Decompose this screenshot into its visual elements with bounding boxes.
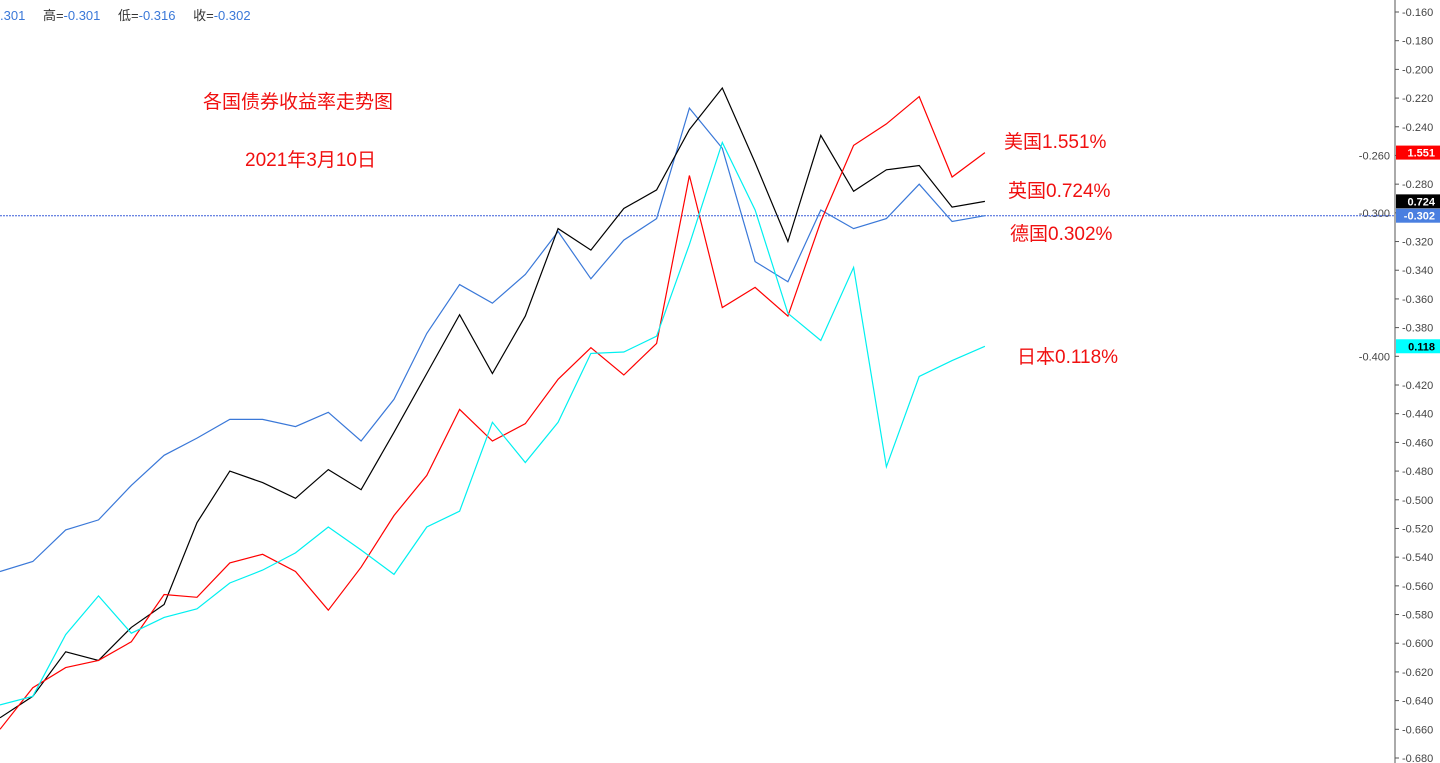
series-label-us: 美国1.551%	[1004, 132, 1107, 153]
price-tag-label-3: 0.118	[1408, 341, 1435, 353]
y-tick-label: -0.240	[1402, 122, 1433, 134]
y-tick-label: -0.520	[1402, 523, 1433, 535]
y-tick-label: -0.320	[1402, 237, 1433, 249]
low-label: 低=	[118, 8, 139, 23]
y-tick-label: -0.620	[1402, 667, 1433, 679]
y-tick-label: -0.600	[1402, 638, 1433, 650]
price-tag-2	[1396, 145, 1440, 160]
y-tick-label: -0.220	[1402, 93, 1433, 105]
y-tick-label: -0.260	[1359, 150, 1390, 162]
y-tick-label: -0.460	[1402, 437, 1433, 449]
y-tick-label: -0.380	[1402, 323, 1433, 335]
series-label-de: 德国0.302%	[1010, 224, 1113, 245]
y-tick-label: -0.180	[1402, 36, 1433, 48]
y-tick-label: -0.340	[1402, 265, 1433, 277]
series-label-uk: 英国0.724%	[1008, 181, 1111, 202]
series-line-2	[0, 95, 986, 730]
close-label: 收=	[193, 8, 214, 23]
series-line-3	[0, 140, 986, 706]
y-tick-label: -0.560	[1402, 581, 1433, 593]
open-value: .301	[0, 8, 26, 23]
y-tick-label: -0.640	[1402, 696, 1433, 708]
y-tick-label: -0.580	[1402, 610, 1433, 622]
y-tick-label: -0.680	[1402, 753, 1433, 763]
chart-subtitle: 2021年3月10日	[245, 150, 376, 171]
price-tag-3	[1396, 339, 1440, 354]
y-tick-label: -0.480	[1402, 466, 1433, 478]
y-tick-label: -0.160	[1402, 7, 1433, 19]
price-tag-label-0: -0.302	[1404, 211, 1435, 223]
ohlc-header: .301 高=-0.301 低=-0.316 收=-0.302	[0, 5, 265, 24]
high-label: 高=	[42, 8, 64, 23]
y-tick-label: -0.500	[1402, 495, 1433, 507]
price-tag-1	[1396, 194, 1440, 209]
y-tick-label: -0.400	[1359, 351, 1390, 363]
close-value: -0.302	[213, 8, 251, 23]
y-tick-label: -0.420	[1402, 380, 1433, 392]
y-tick-label: -0.280	[1402, 179, 1433, 191]
y-tick-label: -0.200	[1402, 64, 1433, 76]
y-tick-label: -0.540	[1402, 552, 1433, 564]
high-value: -0.301	[63, 8, 101, 23]
chart-title: 各国债券收益率走势图	[203, 92, 394, 113]
price-tag-label-2: 1.551	[1407, 148, 1435, 160]
y-tick-label: -0.440	[1402, 409, 1433, 421]
y-tick-label: -0.300	[1359, 208, 1390, 220]
series-line-0	[0, 106, 986, 573]
low-value: -0.316	[138, 8, 176, 23]
series-label-jp: 日本0.118%	[1017, 347, 1119, 368]
y-tick-label: -0.360	[1402, 294, 1433, 306]
price-tag-label-1: 0.724	[1407, 196, 1435, 208]
y-tick-label: -0.660	[1402, 724, 1433, 736]
price-tag-0	[1396, 208, 1440, 223]
